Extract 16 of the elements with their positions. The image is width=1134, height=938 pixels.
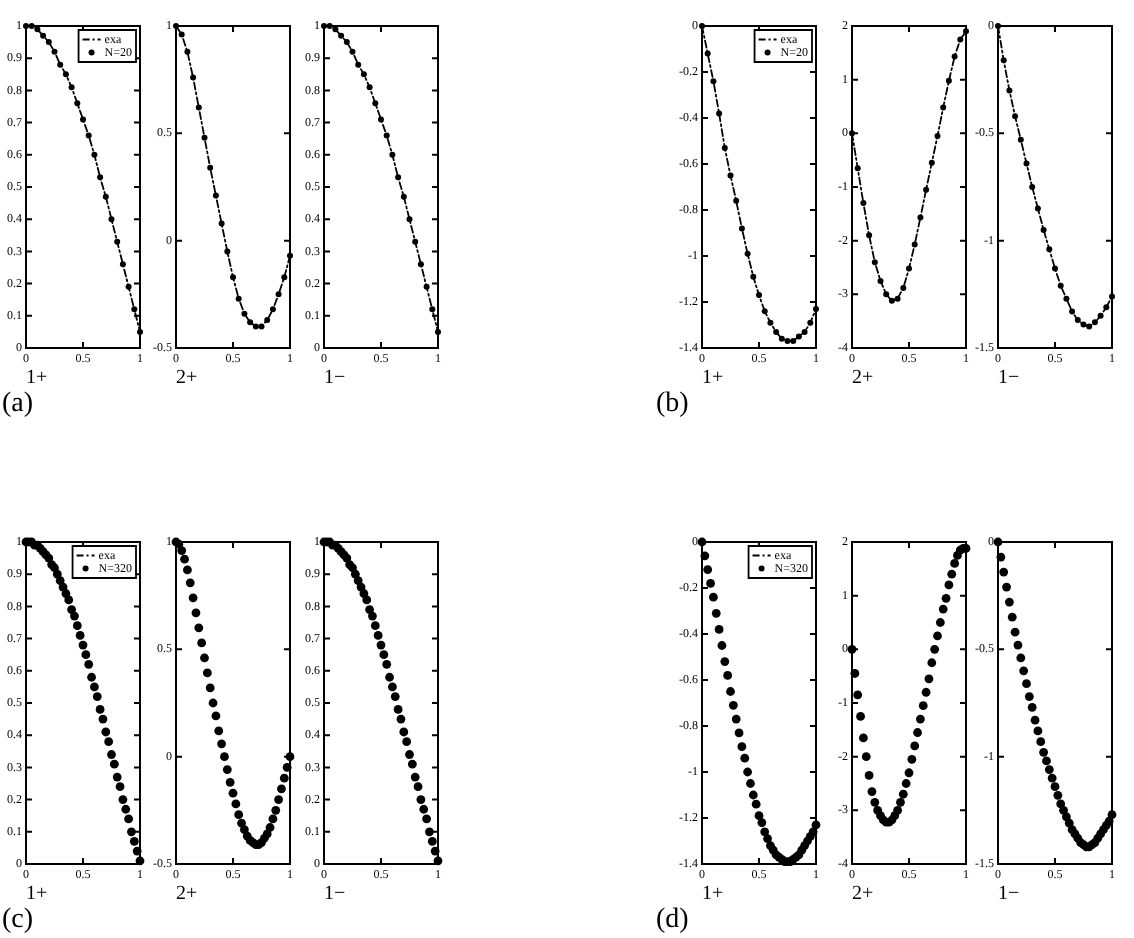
text: (d) bbox=[656, 905, 690, 936]
x-axis-title: 1+ bbox=[702, 367, 724, 390]
x-axis-title: 2+ bbox=[852, 367, 874, 390]
x-axis-title: 1− bbox=[324, 367, 346, 390]
text: (c) bbox=[2, 905, 34, 936]
x-axis-title: 2+ bbox=[176, 367, 198, 390]
x-axis-title: 1+ bbox=[702, 883, 724, 906]
x-axis-title: 1− bbox=[998, 883, 1020, 906]
text: (a) bbox=[2, 389, 34, 420]
x-axis-title: 1− bbox=[324, 883, 346, 906]
x-axis-title: 2+ bbox=[852, 883, 874, 906]
x-axis-title: 1+ bbox=[26, 883, 48, 906]
text: (b) bbox=[656, 389, 690, 420]
x-axis-title: 2+ bbox=[176, 883, 198, 906]
x-axis-title: 1+ bbox=[26, 367, 48, 390]
x-axis-title: 1− bbox=[998, 367, 1020, 390]
